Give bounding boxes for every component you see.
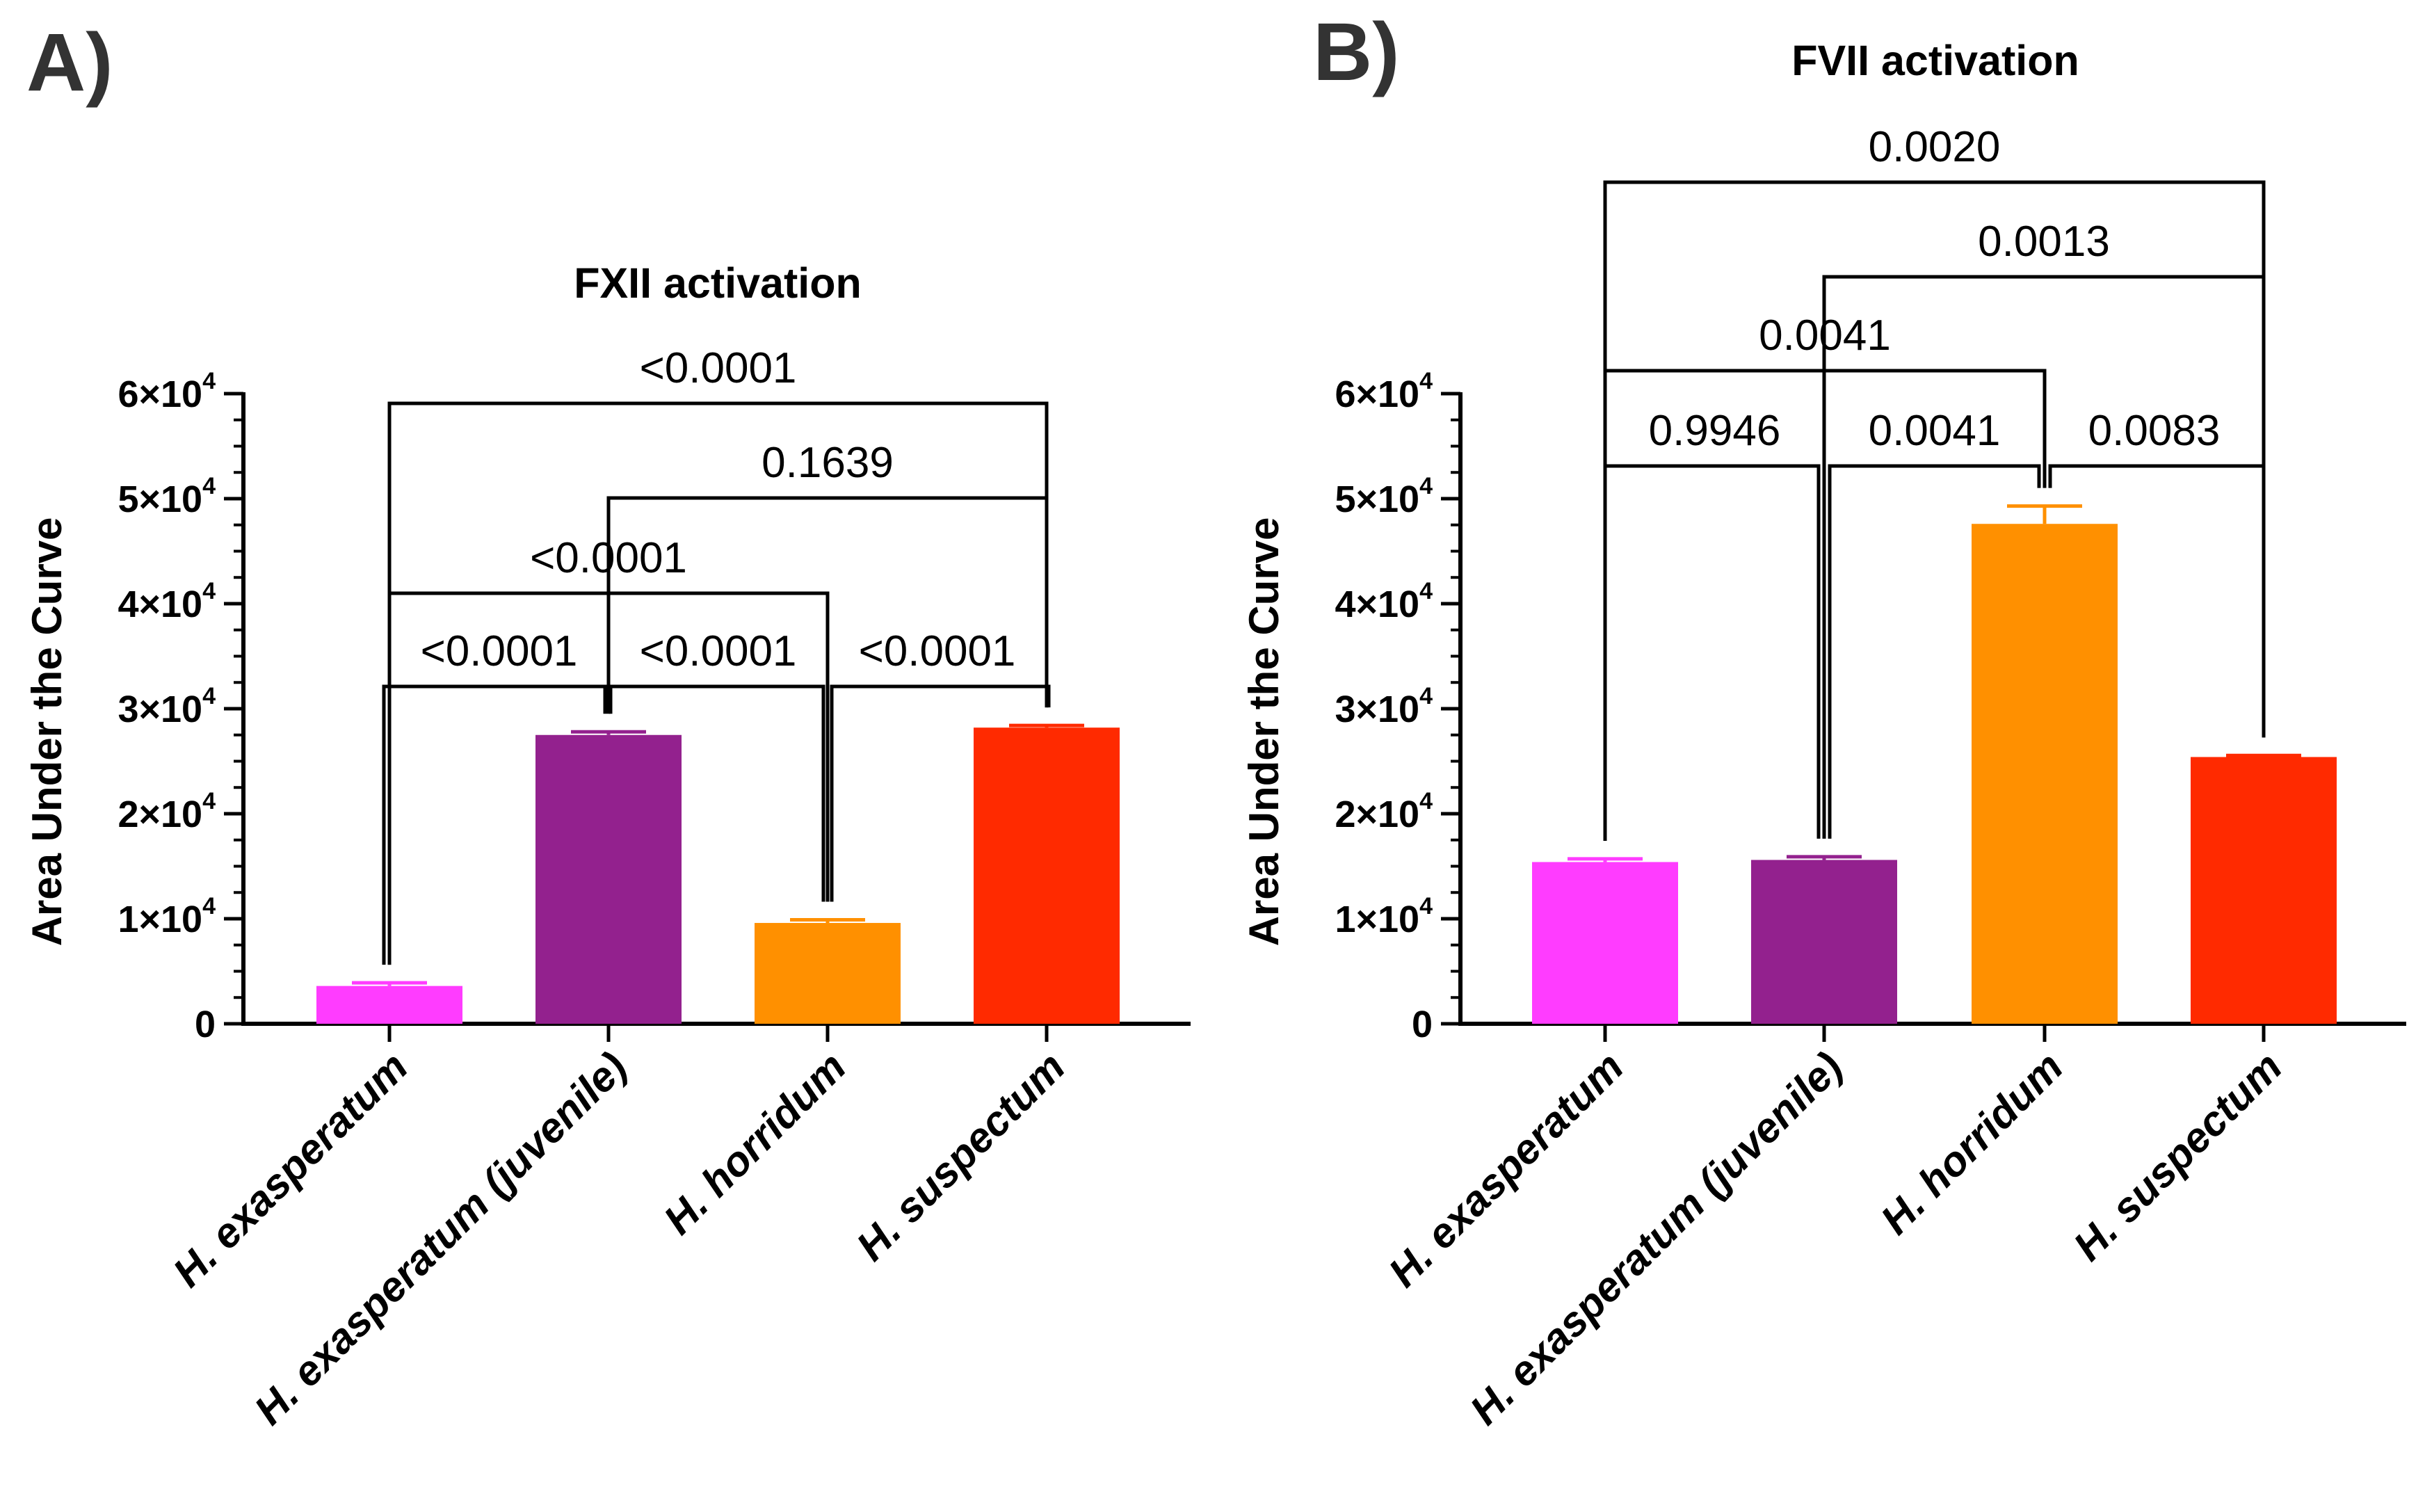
panel-a-y-tick-label: 4×104 xyxy=(118,578,216,625)
panel-b-p-value: 0.0083 xyxy=(2088,407,2221,455)
panel-a-y-tick-label: 3×104 xyxy=(118,683,216,730)
panel-b-p-value: 0.0013 xyxy=(1978,218,2110,266)
panel-b-bar xyxy=(2191,757,2337,1024)
panel-b-title: FVII activation xyxy=(1791,37,2079,84)
panel-a-bar xyxy=(316,986,462,1024)
panel-a-x-tick-label: H. exasperatum xyxy=(164,1043,417,1296)
panel-a-comparison-bracket xyxy=(830,684,1051,902)
panel-b-y-tick-label: 4×104 xyxy=(1335,578,1433,625)
panel-a-p-value: <0.0001 xyxy=(640,344,797,392)
panel-b-y-tick-label: 6×104 xyxy=(1335,368,1433,415)
panel-b-y-tick-label: 5×104 xyxy=(1335,473,1433,520)
panel-a-label: A) xyxy=(26,17,113,108)
panel-b-comparison-bracket xyxy=(1828,464,2041,839)
panel-a-bar xyxy=(755,923,901,1024)
panel-a-y-axis-label: Area Under the Curve xyxy=(24,517,70,947)
panel-b-plot: 0 1×104 2×104 3×104 4×104 5×104 6×104 H. exaspe… xyxy=(1335,123,2406,1433)
panel-a-y-tick-label: 5×104 xyxy=(118,473,216,520)
panel-b-x-tick-label: H. exasperatum (juvenile) xyxy=(1461,1043,1851,1433)
panel-b-label: B) xyxy=(1313,6,1400,98)
panel-b-y-tick-label: 0 xyxy=(1412,1004,1433,1045)
panel-b-x-tick-label: H. exasperatum xyxy=(1380,1043,1632,1296)
panel-b-y-axis-label: Area Under the Curve xyxy=(1241,517,1287,947)
panel-a-plot: 0 1×104 2×104 3×104 4×104 5×104 6×104 H. exaspe… xyxy=(118,344,1191,1433)
panel-b-x-tick-label: H. suspectum xyxy=(2065,1043,2291,1270)
panel-a-x-tick-label: H. suspectum xyxy=(848,1043,1074,1270)
panel-a-x-tick-label: H. exasperatum (juvenile) xyxy=(245,1043,636,1433)
panel-a-comparison-bracket xyxy=(382,684,607,965)
panel-b-p-value: 0.9946 xyxy=(1649,407,1781,455)
panel-a-title: FXII activation xyxy=(574,259,862,307)
panel-a-y-tick-label: 2×104 xyxy=(118,788,216,835)
panel-b-bar xyxy=(1532,862,1678,1024)
panel-a-x-tick-label: H. horridum xyxy=(654,1043,855,1244)
panel-a-p-value: <0.0001 xyxy=(421,627,578,675)
panel-b-p-value: 0.0041 xyxy=(1869,407,2001,455)
panel-b-y-tick-label: 1×104 xyxy=(1335,893,1433,940)
panel-a-bar xyxy=(974,727,1120,1024)
panel-a-p-value: 0.1639 xyxy=(762,439,894,487)
panel-b-x-tick-label: H. horridum xyxy=(1871,1043,2072,1244)
panel-a-y-tick-label: 0 xyxy=(195,1004,216,1045)
panel-a-y-tick-label: 6×104 xyxy=(118,368,216,415)
panel-a-y-tick-label: 1×104 xyxy=(118,893,216,940)
panel-a-comparison-bracket xyxy=(609,684,825,902)
panel-b-comparison-bracket xyxy=(1603,180,2266,841)
panel-a-p-value: <0.0001 xyxy=(859,627,1016,675)
panel-b-y-tick-label: 2×104 xyxy=(1335,788,1433,835)
panel-a-bar xyxy=(535,734,682,1024)
panel-b-p-value: 0.0020 xyxy=(1869,123,2001,171)
panel-a-p-value: <0.0001 xyxy=(640,627,797,675)
panel-a-comparison-bracket xyxy=(387,401,1049,965)
panel-b-bar xyxy=(1972,524,2118,1024)
panel-b-bar xyxy=(1751,860,1897,1024)
panel-b-y-tick-label: 3×104 xyxy=(1335,683,1433,730)
panel-b-comparison-bracket xyxy=(1603,464,1821,841)
